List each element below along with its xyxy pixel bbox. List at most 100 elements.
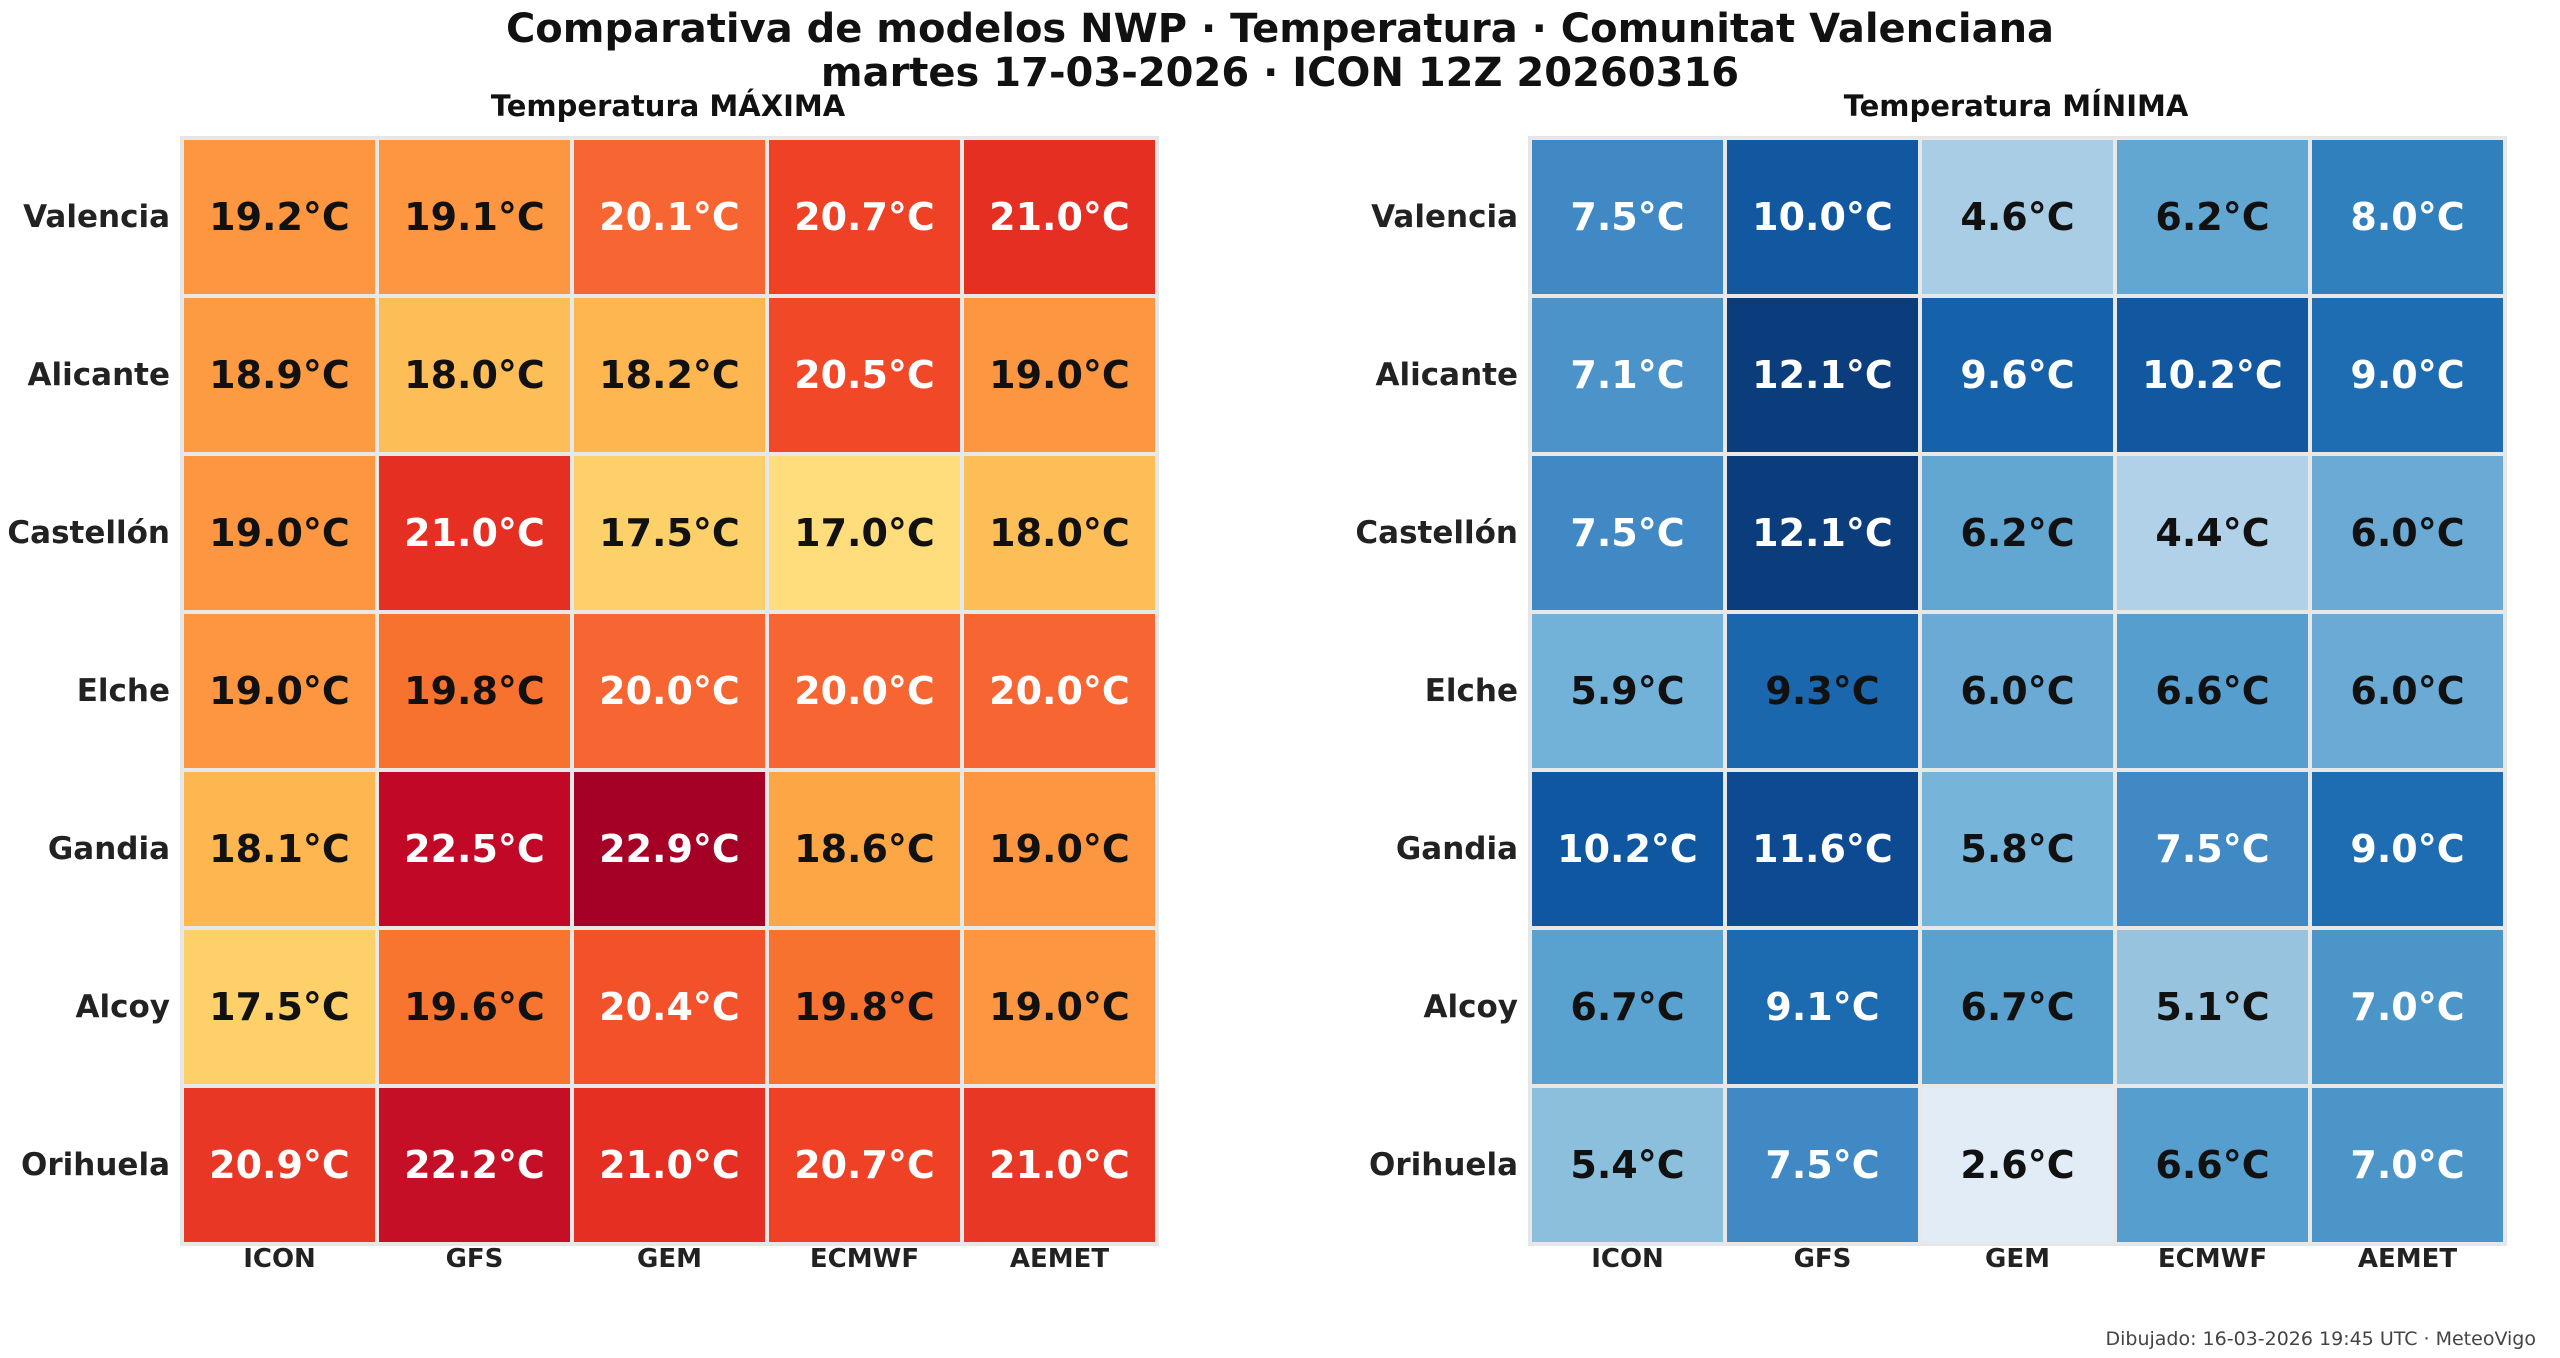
heatmap-minima: 7.5°C 10.0°C 4.6°C 6.2°C 8.0°C 7.1°C 12.1°C 9.6… <box>1528 136 2507 1246</box>
heatmap-cell: 5.4°C <box>1530 1086 1725 1244</box>
heatmap-cell: 17.5°C <box>572 454 767 612</box>
heatmap-cell: 9.1°C <box>1725 928 1920 1086</box>
heatmap-cell: 20.1°C <box>572 138 767 296</box>
column-label: ICON <box>1591 1244 1664 1274</box>
row-label: Elche <box>76 673 170 709</box>
heatmap-cell: 19.8°C <box>377 612 572 770</box>
heatmap-cell: 19.0°C <box>182 454 377 612</box>
heatmap-cell: 20.7°C <box>767 1086 962 1244</box>
heatmap-cell: 20.5°C <box>767 296 962 454</box>
heatmap-cell: 6.7°C <box>1530 928 1725 1086</box>
heatmap-maxima: 19.2°C 19.1°C 20.1°C 20.7°C 21.0°C 18.9°C 18.0… <box>180 136 1159 1246</box>
heatmap-cell: 19.1°C <box>377 138 572 296</box>
heatmap-cell: 6.2°C <box>1920 454 2115 612</box>
heatmap-cell: 12.1°C <box>1725 454 1920 612</box>
heatmap-cell: 5.9°C <box>1530 612 1725 770</box>
column-label: GFS <box>445 1244 504 1274</box>
heatmap-cell: 18.1°C <box>182 770 377 928</box>
row-label: Alicante <box>27 357 170 393</box>
heatmap-cell: 22.2°C <box>377 1086 572 1244</box>
heatmap-cell: 7.5°C <box>1530 138 1725 296</box>
heatmap-cell: 6.0°C <box>2310 612 2505 770</box>
column-label: GEM <box>637 1244 702 1274</box>
heatmap-cell: 19.0°C <box>962 928 1157 1086</box>
heatmap-cell: 6.0°C <box>1920 612 2115 770</box>
heatmap-cell: 2.6°C <box>1920 1086 2115 1244</box>
heatmap-cell: 18.6°C <box>767 770 962 928</box>
heatmap-cell: 20.0°C <box>572 612 767 770</box>
heatmap-cell: 21.0°C <box>377 454 572 612</box>
heatmap-cell: 18.0°C <box>377 296 572 454</box>
heatmap-cell: 9.0°C <box>2310 770 2505 928</box>
heatmap-cell: 21.0°C <box>962 1086 1157 1244</box>
heatmap-cell: 21.0°C <box>572 1086 767 1244</box>
heatmap-cell: 10.0°C <box>1725 138 1920 296</box>
heatmap-cell: 6.0°C <box>2310 454 2505 612</box>
row-label: Valencia <box>23 199 170 235</box>
panel-title-maxima: Temperatura MÁXIMA <box>490 89 846 123</box>
heatmap-cell: 9.6°C <box>1920 296 2115 454</box>
heatmap-cell: 7.1°C <box>1530 296 1725 454</box>
footer-credit: Dibujado: 16-03-2026 19:45 UTC · MeteoVi… <box>2105 1328 2537 1350</box>
heatmap-cell: 20.9°C <box>182 1086 377 1244</box>
heatmap-cell: 20.0°C <box>767 612 962 770</box>
row-label: Alcoy <box>1423 989 1519 1025</box>
column-label: ECMWF <box>2157 1244 2268 1274</box>
heatmap-cell: 5.8°C <box>1920 770 2115 928</box>
heatmap-cell: 11.6°C <box>1725 770 1920 928</box>
heatmap-cell: 20.0°C <box>962 612 1157 770</box>
heatmap-cell: 8.0°C <box>2310 138 2505 296</box>
row-label: Alcoy <box>75 989 171 1025</box>
row-label: Alicante <box>1375 357 1518 393</box>
heatmap-cell: 19.8°C <box>767 928 962 1086</box>
heatmap-cell: 7.5°C <box>2115 770 2310 928</box>
heatmap-cell: 7.0°C <box>2310 1086 2505 1244</box>
heatmap-cell: 9.3°C <box>1725 612 1920 770</box>
heatmap-cell: 12.1°C <box>1725 296 1920 454</box>
heatmap-cell: 17.0°C <box>767 454 962 612</box>
row-label: Castellón <box>7 515 170 551</box>
figure-subtitle: martes 17-03-2026 · ICON 12Z 20260316 <box>820 50 1740 96</box>
heatmap-cell: 7.5°C <box>1530 454 1725 612</box>
heatmap-cell: 6.2°C <box>2115 138 2310 296</box>
row-label: Gandia <box>1395 831 1518 867</box>
row-label: Orihuela <box>21 1147 170 1183</box>
heatmap-cell: 20.7°C <box>767 138 962 296</box>
heatmap-cell: 18.2°C <box>572 296 767 454</box>
heatmap-cell: 9.0°C <box>2310 296 2505 454</box>
column-label: AEMET <box>1009 1244 1110 1274</box>
row-label: Gandia <box>47 831 170 867</box>
heatmap-cell: 22.5°C <box>377 770 572 928</box>
heatmap-cell: 7.5°C <box>1725 1086 1920 1244</box>
heatmap-cell: 22.9°C <box>572 770 767 928</box>
heatmap-cell: 4.4°C <box>2115 454 2310 612</box>
column-label: ECMWF <box>809 1244 920 1274</box>
heatmap-cell: 4.6°C <box>1920 138 2115 296</box>
figure-title: Comparativa de modelos NWP · Temperatura… <box>505 6 2055 52</box>
heatmap-cell: 19.0°C <box>962 296 1157 454</box>
column-label: AEMET <box>2357 1244 2458 1274</box>
heatmap-cell: 10.2°C <box>1530 770 1725 928</box>
heatmap-cell: 10.2°C <box>2115 296 2310 454</box>
heatmap-cell: 6.7°C <box>1920 928 2115 1086</box>
column-label: GEM <box>1985 1244 2050 1274</box>
row-label: Orihuela <box>1369 1147 1518 1183</box>
heatmap-cell: 18.0°C <box>962 454 1157 612</box>
heatmap-cell: 7.0°C <box>2310 928 2505 1086</box>
heatmap-cell: 20.4°C <box>572 928 767 1086</box>
heatmap-cell: 21.0°C <box>962 138 1157 296</box>
column-label: GFS <box>1793 1244 1852 1274</box>
row-label: Elche <box>1424 673 1518 709</box>
heatmap-cell: 19.6°C <box>377 928 572 1086</box>
heatmap-cell: 19.2°C <box>182 138 377 296</box>
heatmap-cell: 18.9°C <box>182 296 377 454</box>
heatmap-cell: 6.6°C <box>2115 1086 2310 1244</box>
heatmap-cell: 19.0°C <box>182 612 377 770</box>
heatmap-cell: 5.1°C <box>2115 928 2310 1086</box>
heatmap-cell: 19.0°C <box>962 770 1157 928</box>
row-label: Valencia <box>1371 199 1518 235</box>
column-label: ICON <box>243 1244 316 1274</box>
heatmap-cell: 17.5°C <box>182 928 377 1086</box>
panel-title-minima: Temperatura MÍNIMA <box>1843 89 2189 123</box>
heatmap-cell: 6.6°C <box>2115 612 2310 770</box>
